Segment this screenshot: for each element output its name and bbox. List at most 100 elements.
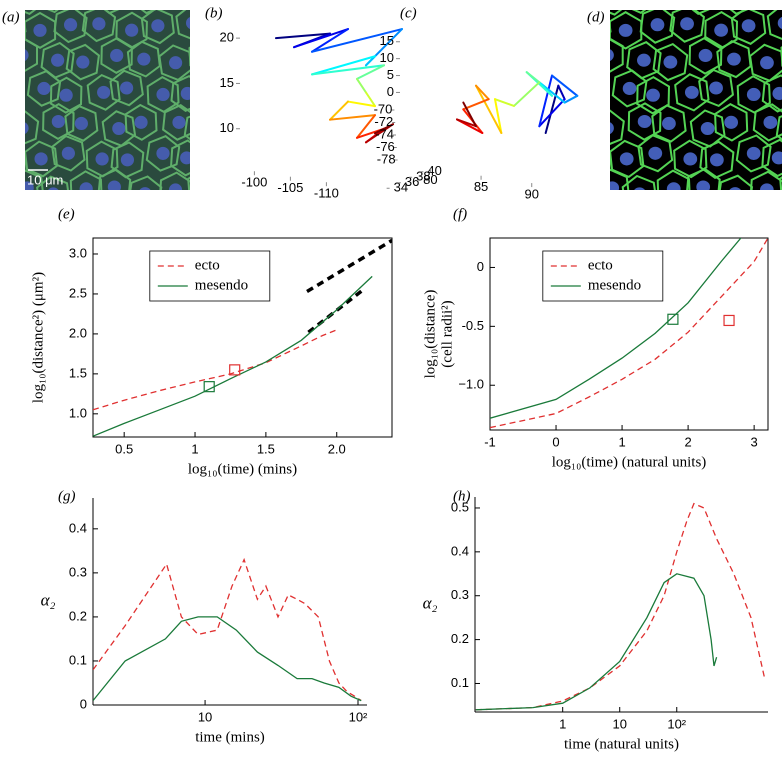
- y-tick-label: 1.0: [69, 405, 87, 420]
- nucleus: [156, 87, 170, 102]
- panel-label: (b): [205, 5, 223, 21]
- cell-outline: [581, 201, 615, 237]
- data-line: [490, 238, 742, 419]
- cell-outline: [660, 0, 691, 8]
- trajectory-segment: [311, 28, 349, 53]
- cell-outline: [610, 109, 625, 145]
- nucleus: [172, 115, 186, 129]
- nucleus: [74, 116, 88, 130]
- cell-outline: [140, 10, 175, 45]
- cell-outline: [109, 69, 144, 107]
- cell-outline: [170, 74, 190, 112]
- cell-outline: [766, 10, 782, 40]
- y-tick-label: 0.1: [451, 675, 469, 690]
- cell-outline: [775, 115, 782, 141]
- marker: [229, 364, 241, 376]
- cell-outline: [100, 36, 133, 74]
- trajectory-segment: [347, 100, 376, 108]
- nucleus: [653, 220, 667, 233]
- plot-area: [475, 502, 766, 711]
- y-tick-label: 0.3: [451, 587, 469, 602]
- cell-outline: [145, 135, 181, 172]
- x-tick-label: 80: [423, 172, 437, 187]
- cell-outline: [188, 46, 190, 67]
- cell-outline: [25, 110, 40, 145]
- y-axis-label: log₁₀(distance²) (μm²): [30, 272, 46, 403]
- cell-outline: [170, 139, 190, 177]
- nucleus: [142, 0, 155, 2]
- data-line: [93, 275, 373, 437]
- nucleus: [198, 50, 211, 63]
- nucleus: [134, 115, 148, 129]
- cell-outline: [51, 134, 86, 172]
- cell-outline: [25, 150, 26, 170]
- plot-area: [490, 238, 768, 429]
- nucleus: [760, 56, 774, 70]
- nucleus: [772, 86, 782, 100]
- cell-outline: [81, 10, 117, 43]
- nucleus: [59, 88, 73, 102]
- cell-outline: [49, 76, 83, 114]
- x-axis-label: log₁₀(time) (natural units): [552, 454, 707, 470]
- nucleus: [25, 49, 29, 61]
- nucleus: [729, 187, 741, 190]
- nucleus: [120, 81, 134, 95]
- nucleus: [619, 152, 634, 166]
- nucleus: [79, 182, 93, 190]
- nucleus: [107, 180, 121, 190]
- nucleus: [683, 152, 698, 166]
- y-tick-label: −1.0: [458, 377, 484, 392]
- nucleus: [646, 88, 660, 102]
- nucleus: [61, 146, 75, 160]
- micrograph: [7, 0, 225, 236]
- panel-label: (a): [2, 9, 20, 25]
- cell-outline: [674, 73, 710, 112]
- cell-outline: [574, 73, 608, 109]
- x-tick-label: 1.5: [257, 441, 275, 456]
- cell-outline: [688, 36, 723, 75]
- nucleus: [727, 52, 741, 66]
- nucleus: [763, 115, 778, 129]
- nucleus: [151, 19, 165, 33]
- micrograph: [574, 0, 782, 237]
- scale-bar-label: 10 μm: [27, 172, 63, 187]
- marker: [723, 314, 735, 327]
- cell-outline: [669, 10, 705, 43]
- y-axis-label: (cell radii²): [439, 300, 455, 367]
- cell-outline: [81, 202, 113, 236]
- cell-outline: [25, 140, 59, 178]
- nucleus: [126, 216, 139, 229]
- axes-box: [92, 237, 393, 438]
- cell-outline: [673, 139, 708, 179]
- x-tick-label: -100: [241, 175, 267, 190]
- trajectory-segment: [513, 81, 541, 107]
- nucleus: [21, 0, 34, 3]
- nucleus: [105, 0, 118, 2]
- nucleus: [618, 23, 633, 37]
- x-tick-label: -1: [484, 434, 496, 449]
- nucleus: [197, 180, 210, 193]
- cell-outline: [736, 75, 771, 114]
- nucleus: [7, 212, 20, 225]
- y-tick-label: 0.3: [69, 564, 87, 579]
- trajectory-segment: [563, 94, 579, 104]
- trajectory-segment: [538, 74, 553, 128]
- z-tick-label: 10: [380, 50, 394, 65]
- cell-outline: [65, 43, 100, 81]
- cell-outline: [64, 105, 99, 142]
- cell-outline: [610, 168, 630, 190]
- nucleus: [33, 23, 47, 37]
- trajectory-segment: [544, 84, 560, 134]
- nucleus: [637, 53, 651, 67]
- trajectory-segment: [525, 71, 541, 84]
- y-tick-label: 0.1: [69, 652, 87, 667]
- nucleus: [125, 23, 139, 37]
- data-line: [475, 573, 718, 711]
- trajectory-segment: [365, 55, 376, 67]
- cell-outline: [627, 102, 662, 141]
- cell-outline: [140, 10, 157, 15]
- nucleus: [212, 215, 225, 228]
- trajectory-segment: [293, 28, 349, 49]
- cell-outline: [42, 102, 75, 141]
- x-tick-label: -105: [277, 180, 303, 195]
